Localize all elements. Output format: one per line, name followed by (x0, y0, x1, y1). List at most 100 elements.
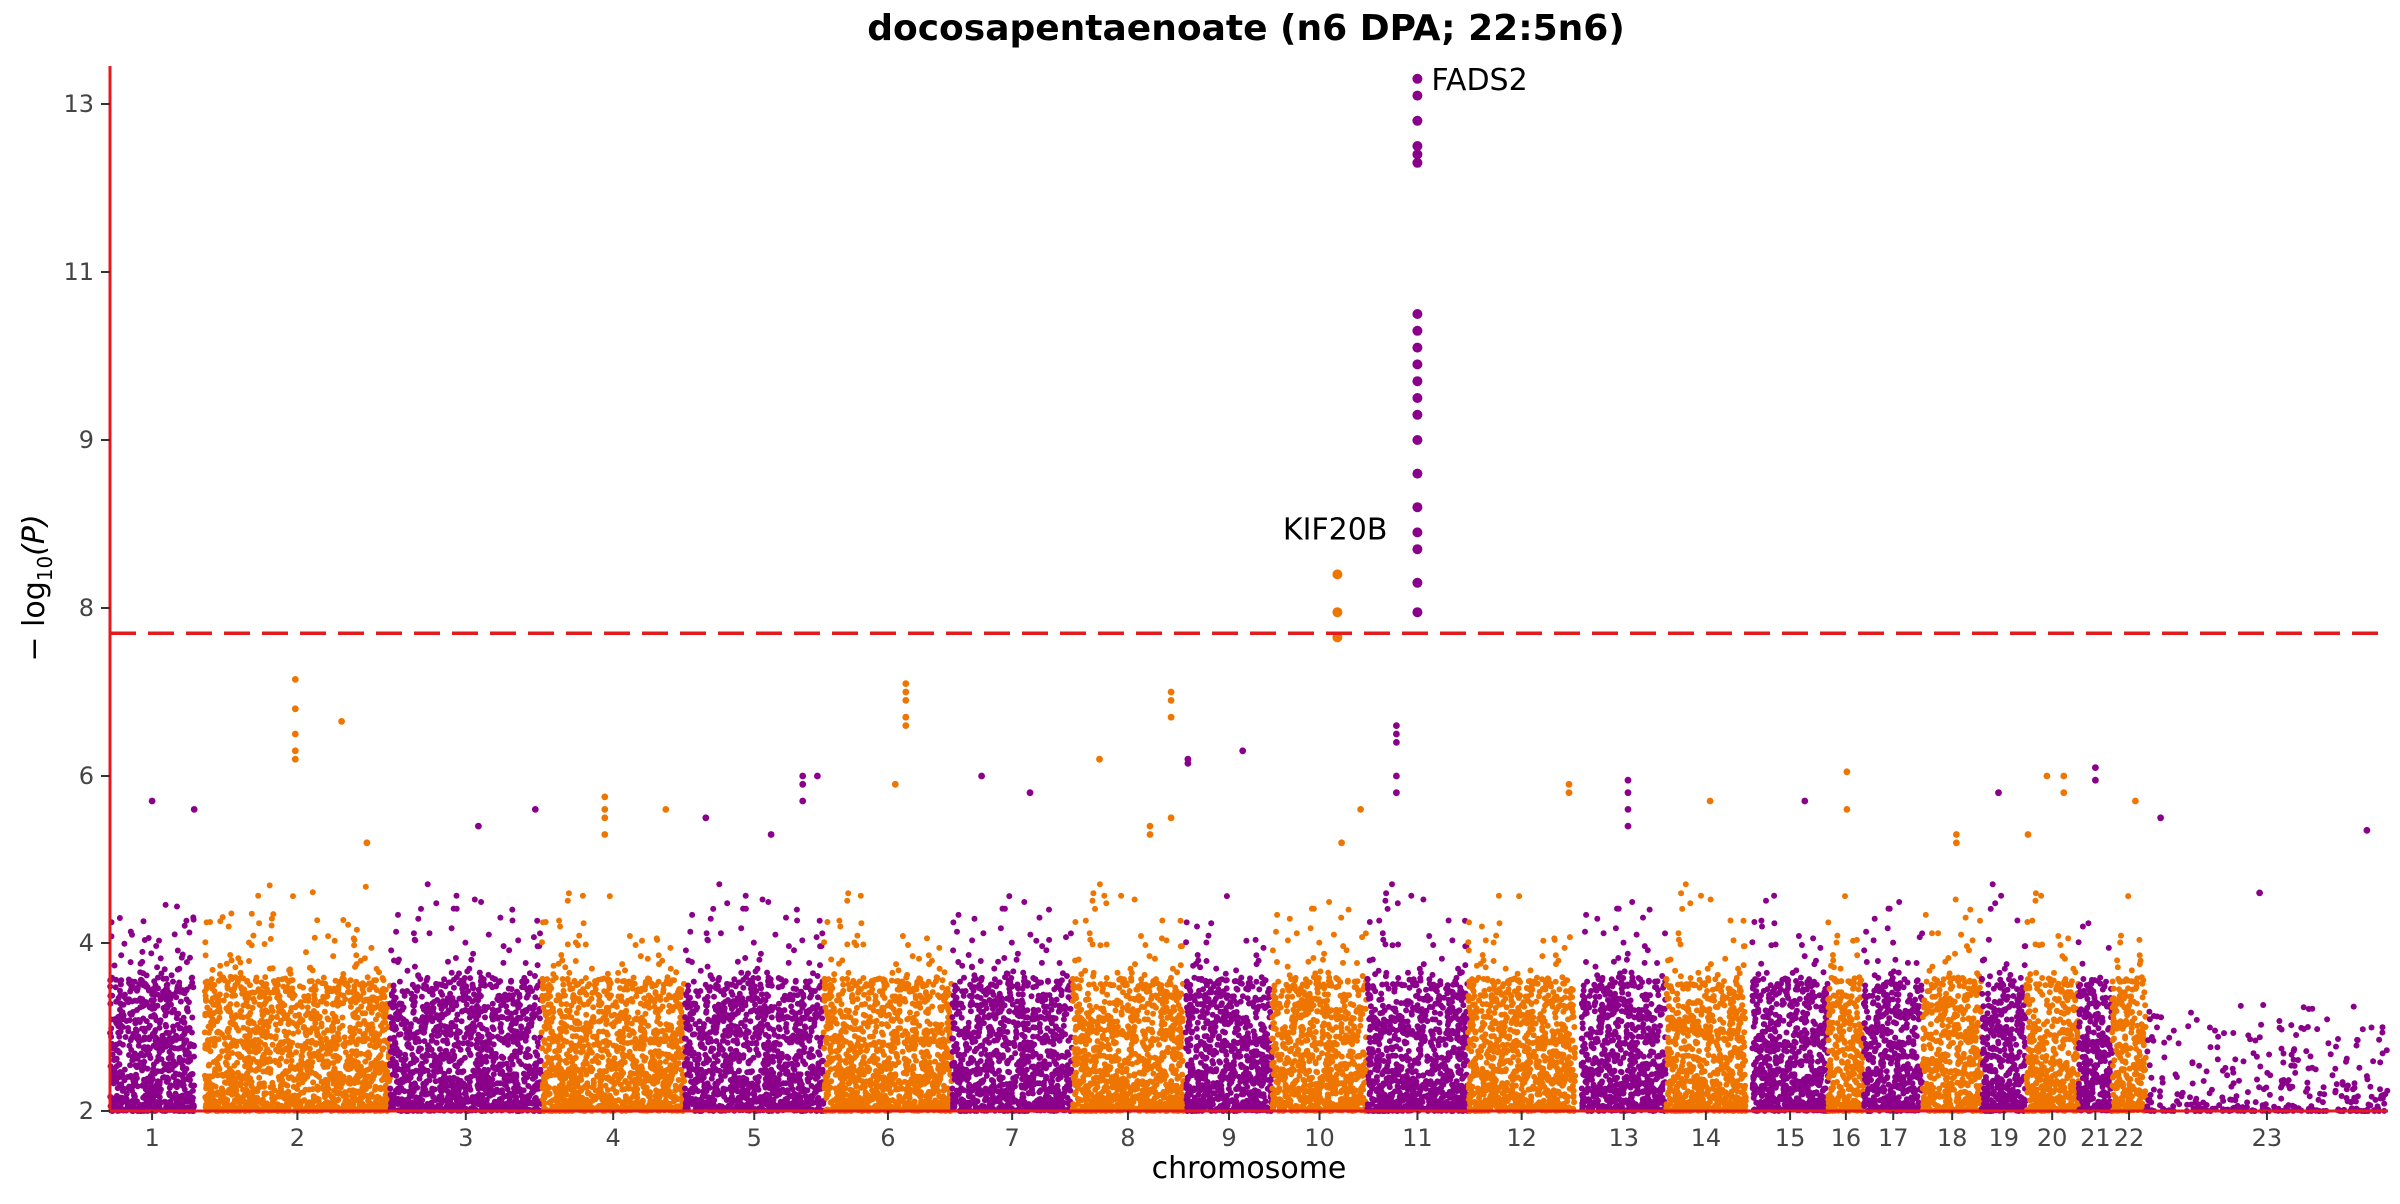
data-point (518, 1023, 525, 1030)
data-point (131, 978, 138, 985)
data-point (261, 1090, 268, 1097)
data-point (467, 1052, 474, 1058)
data-point (331, 1065, 338, 1072)
data-point (288, 1097, 295, 1104)
data-point (144, 1049, 151, 1056)
data-point (568, 1014, 575, 1021)
data-point (399, 1006, 406, 1013)
data-point (633, 993, 640, 1000)
data-point (628, 1020, 635, 1027)
data-point (558, 952, 565, 958)
data-point (298, 1052, 305, 1059)
data-point (439, 982, 446, 989)
data-point (541, 1037, 547, 1044)
data-point (180, 1078, 187, 1085)
data-point (226, 1034, 233, 1041)
data-point (806, 960, 813, 966)
data-point (624, 1040, 631, 1047)
data-point (144, 1078, 151, 1085)
data-point (334, 995, 341, 1002)
data-point (544, 995, 551, 1002)
data-point (568, 1075, 575, 1082)
data-point (520, 1011, 527, 1018)
data-point (243, 1086, 250, 1093)
data-point (321, 1030, 327, 1036)
data-point (407, 1034, 414, 1041)
data-point (240, 1098, 247, 1105)
data-point (508, 1072, 515, 1079)
data-point (204, 1004, 211, 1011)
data-point (500, 996, 507, 1003)
data-point (655, 978, 662, 985)
data-point (165, 1055, 172, 1062)
data-point (228, 1102, 235, 1109)
data-point (498, 1002, 505, 1009)
data-point (355, 1006, 362, 1013)
data-point (654, 936, 661, 943)
data-point (572, 1019, 579, 1026)
data-point (259, 1032, 266, 1039)
data-point (657, 1059, 663, 1066)
data-point (516, 994, 523, 1000)
data-point (617, 985, 623, 991)
data-point (397, 1014, 404, 1021)
data-point (355, 996, 362, 1003)
data-point (570, 1086, 577, 1093)
data-point (340, 992, 347, 999)
data-point (421, 1038, 428, 1045)
data-point (184, 1049, 191, 1056)
data-point (520, 1070, 527, 1077)
data-point (234, 1038, 241, 1045)
data-point (524, 1054, 530, 1061)
data-point (258, 1058, 265, 1064)
data-point (331, 985, 338, 992)
data-point (332, 1045, 339, 1052)
data-point (240, 1024, 247, 1031)
data-point (325, 933, 332, 940)
data-point (153, 1017, 160, 1024)
data-point (203, 1082, 210, 1089)
data-point (639, 1045, 646, 1052)
data-point (436, 1093, 443, 1100)
data-point (593, 1035, 600, 1042)
data-point (155, 1036, 162, 1043)
data-point (310, 1000, 317, 1007)
data-point (111, 962, 118, 969)
data-point (315, 1053, 322, 1060)
data-point (356, 1028, 363, 1035)
data-point (570, 1081, 577, 1088)
data-point (402, 1074, 408, 1081)
data-point (166, 1035, 173, 1042)
data-point (523, 994, 530, 1001)
data-point (655, 952, 662, 959)
data-point (500, 959, 507, 966)
data-point (245, 1019, 252, 1026)
data-point (183, 986, 190, 993)
data-point (227, 952, 234, 958)
data-point (649, 983, 656, 990)
data-point (589, 1084, 596, 1091)
data-point (388, 947, 395, 954)
data-point (269, 1095, 276, 1102)
data-point (410, 1009, 417, 1016)
data-point (362, 996, 369, 1003)
data-point (337, 1070, 344, 1077)
data-point (176, 1054, 183, 1061)
data-point (600, 1015, 607, 1022)
data-point (334, 1018, 341, 1025)
data-point (549, 1014, 556, 1021)
data-point (144, 1065, 151, 1072)
data-point (224, 1047, 231, 1054)
data-point (278, 1047, 285, 1053)
data-point (475, 1005, 482, 1012)
data-point (155, 985, 161, 992)
data-point (221, 1079, 228, 1086)
data-point (176, 982, 183, 989)
data-point (634, 1016, 641, 1023)
data-point (242, 1063, 248, 1070)
data-point (418, 905, 424, 912)
data-point (381, 1037, 388, 1044)
data-point (566, 1008, 573, 1015)
data-point (549, 1028, 555, 1035)
data-point (596, 1093, 603, 1100)
